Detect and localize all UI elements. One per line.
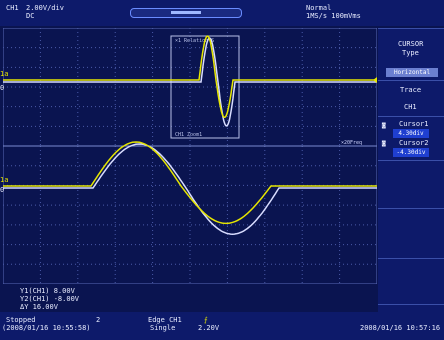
- bottom-status-bar: [0, 312, 444, 340]
- menu-separator: [378, 28, 444, 29]
- cursor2-label: Cursor2: [399, 139, 429, 147]
- lower-panel-label: ×20Freq: [341, 140, 362, 146]
- upper-ground-marker: 0: [0, 84, 5, 92]
- lower-reference-trace: [3, 143, 377, 235]
- trigger-slope-icon: ⨍: [204, 316, 208, 324]
- memory-position-bar[interactable]: [130, 8, 242, 18]
- vertical-scale: 2.00V/div: [26, 4, 64, 12]
- trace-button[interactable]: CH1: [404, 103, 417, 111]
- zoom-box: [170, 35, 240, 139]
- cursor2-value-field[interactable]: -4.30div: [393, 148, 429, 157]
- readout-y1: Y1(CH1) 8.00V: [20, 287, 75, 295]
- acquisition-count: 2: [96, 316, 101, 324]
- upper-reference-trace: [3, 37, 377, 127]
- trigger-mode: Single: [150, 324, 176, 332]
- lower-ch1-marker: 1a: [0, 176, 9, 184]
- menu-separator: [378, 80, 444, 81]
- cursor1-knob-icon: ◙: [382, 122, 386, 129]
- sample-rate: 1MS/s 100mVms: [306, 12, 361, 20]
- menu-separator: [378, 258, 444, 259]
- lower-ground-marker: 0: [0, 186, 5, 194]
- cursor-type-button[interactable]: Horizontal: [386, 68, 438, 77]
- display-frame: [3, 28, 377, 284]
- readout-dy: ΔY 16.00V: [20, 303, 58, 311]
- zoom-box-bottom-label: CH1 Zoom1: [175, 132, 202, 138]
- zoom-box-label: ×1 Relation S: [175, 38, 214, 44]
- menu-separator: [378, 304, 444, 305]
- run-state: Stopped: [6, 316, 36, 324]
- coupling: DC: [26, 12, 35, 20]
- memory-window: [171, 11, 201, 14]
- stop-time: (2008/01/16 10:55:58): [2, 324, 91, 332]
- upper-ch1-marker: 1a: [0, 70, 9, 78]
- waveform-display: 1 ×1 Relation S CH1 Zoom1 ×20Freq: [3, 28, 377, 284]
- trigger-source: Edge CH1: [148, 316, 182, 324]
- menu-separator: [378, 116, 444, 117]
- menu-trace-label: Trace: [400, 86, 422, 94]
- side-menu: [378, 28, 444, 328]
- acquisition-mode: Normal: [306, 4, 332, 12]
- channel-label: CH1: [6, 4, 19, 12]
- readout-y2: Y2(CH1) -8.00V: [20, 295, 80, 303]
- cursor1-value-field[interactable]: 4.30div: [393, 129, 429, 138]
- cursor1-label: Cursor1: [399, 120, 429, 128]
- trigger-position-marker: 1: [189, 28, 193, 30]
- lower-grid: [3, 146, 377, 284]
- system-clock: 2008/01/16 10:57:16: [360, 324, 441, 332]
- menu-title: CURSOR: [398, 40, 424, 48]
- trigger-level: 2.20V: [198, 324, 220, 332]
- menu-type-label: Type: [402, 49, 419, 57]
- menu-separator: [378, 160, 444, 161]
- lower-ch1-trace: [3, 141, 377, 225]
- cursor-level-marker[interactable]: [373, 77, 377, 83]
- cursor2-knob-icon: ◙: [382, 140, 386, 147]
- upper-ch1-trace: [3, 35, 377, 119]
- menu-separator: [378, 208, 444, 209]
